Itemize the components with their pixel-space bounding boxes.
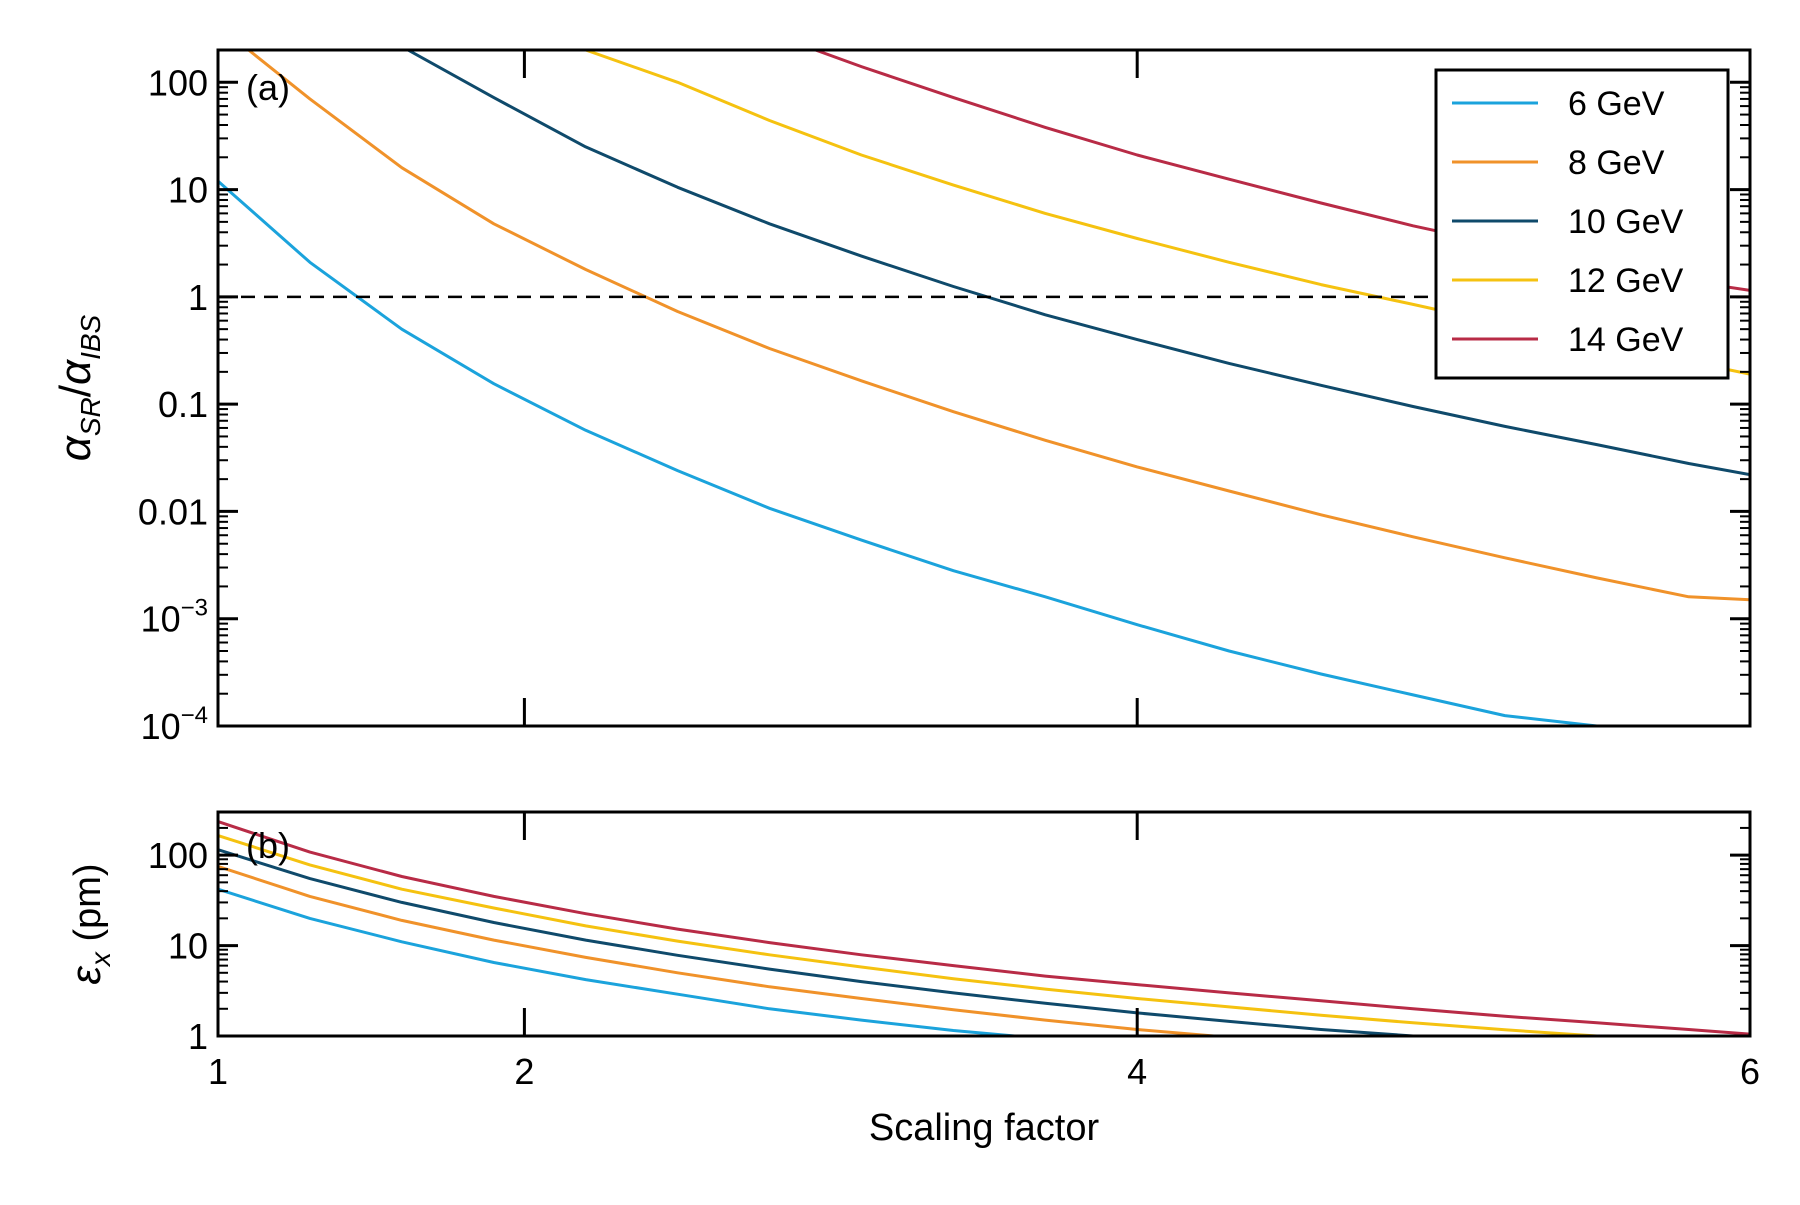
y-tick-label-a-2: 0.01 <box>138 491 208 532</box>
series-line-b-6-gev <box>218 887 1017 1036</box>
ylabel-unit: (pm) <box>67 863 109 952</box>
ylabel-epsilon: ε <box>62 966 109 985</box>
panel-a-ylabel: αSR/αIBS <box>51 314 106 461</box>
y-tick-label-a-1: 10−3 <box>141 595 208 640</box>
series-line-a-8-gev <box>247 50 1750 602</box>
panel-b-ticks: 1 2 4 6 1 10 100 <box>148 812 1760 1092</box>
y-tick-label-a-6: 100 <box>148 62 208 103</box>
x-tick-label-3: 6 <box>1740 1051 1760 1092</box>
x-axis-title: Scaling factor <box>869 1107 1100 1149</box>
series-line-a-6-gev <box>218 179 1599 726</box>
legend-label-6-gev: 6 GeV <box>1568 85 1665 123</box>
x-tick-label-1: 2 <box>514 1051 534 1092</box>
series-line-a-10-gev <box>406 50 1750 477</box>
y-tick-label-exponent: −4 <box>181 702 208 729</box>
legend-label-14-gev: 14 GeV <box>1568 321 1684 359</box>
y-tick-label-base: 10 <box>141 706 181 747</box>
ylabel-slash: / <box>51 384 100 397</box>
legend-entries: 6 GeV 8 GeV 10 GeV 12 GeV 14 GeV <box>1452 85 1684 359</box>
series-line-b-10-gev <box>218 848 1415 1036</box>
y-tick-label-exponent: −3 <box>181 595 208 622</box>
x-tick-label-2: 4 <box>1127 1051 1147 1092</box>
panel-b-ylabel: εx (pm) <box>62 863 116 984</box>
legend-frame <box>1434 68 1730 380</box>
panel-a-label: (a) <box>246 67 290 108</box>
panel-b-label: (b) <box>246 825 290 866</box>
legend: 6 GeV 8 GeV 10 GeV 12 GeV 14 GeV <box>1434 68 1730 380</box>
panel-b-series-group <box>218 820 1750 1036</box>
legend-label-8-gev: 8 GeV <box>1568 144 1665 182</box>
panel-b: 1 2 4 6 1 10 100 (b) εx (pm) Scaling factor <box>62 810 1760 1149</box>
panel-a-frame <box>216 48 1752 728</box>
y-tick-label-b-0: 1 <box>188 1016 208 1057</box>
series-line-b-14-gev <box>218 820 1750 1036</box>
panel-a-series-group <box>218 50 1750 726</box>
series-line-b-12-gev <box>218 834 1599 1036</box>
ylabel-sub-sr: SR <box>75 397 106 436</box>
ylabel-alpha-1: α <box>51 434 100 461</box>
ylabel-sub-x: x <box>85 951 116 968</box>
ylabel-sub-ibs: IBS <box>75 314 106 359</box>
y-tick-label-b-1: 10 <box>168 926 208 967</box>
y-tick-label-a-4: 1 <box>188 277 208 318</box>
series-line-b-8-gev <box>218 864 1216 1036</box>
ylabel-alpha-2: α <box>51 358 100 385</box>
y-tick-label-base: 10 <box>141 599 181 640</box>
y-tick-label-a-3: 0.1 <box>158 384 208 425</box>
legend-label-10-gev: 10 GeV <box>1568 203 1684 241</box>
y-tick-label-b-2: 100 <box>148 835 208 876</box>
y-tick-label-a-0: 10−4 <box>141 702 208 747</box>
x-tick-label-0: 1 <box>208 1051 228 1092</box>
panel-b-frame <box>216 810 1752 1038</box>
legend-label-12-gev: 12 GeV <box>1568 262 1684 300</box>
y-tick-label-a-5: 10 <box>168 170 208 211</box>
